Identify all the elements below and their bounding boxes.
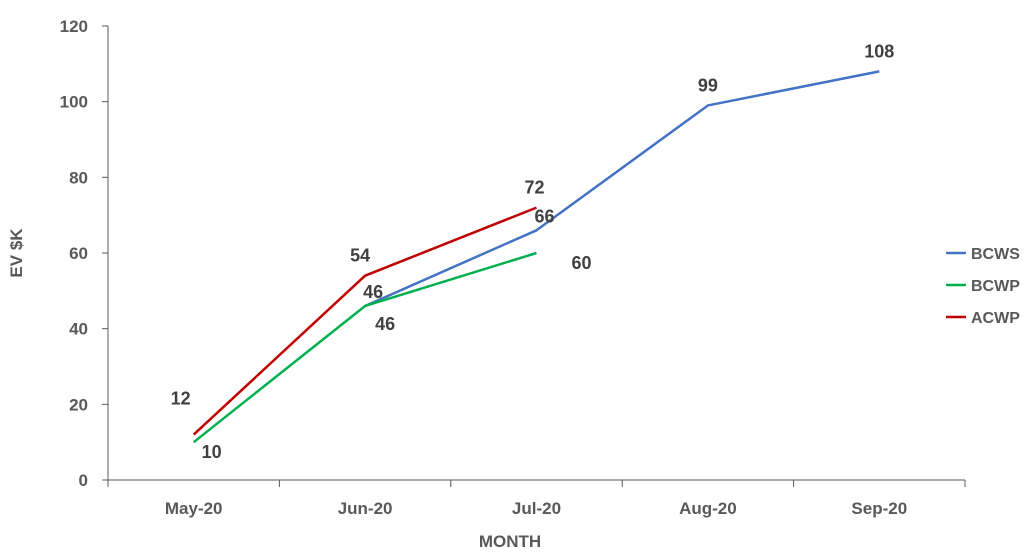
data-label-bcws: 66 [534,206,554,226]
series-lines [192,70,880,444]
y-tick-label: 60 [69,244,88,263]
series-line-bcwp [192,251,537,444]
y-tick-label: 20 [69,395,88,414]
data-label-acwp: 72 [524,178,544,198]
data-labels: 46 66 99 108 10 46 60 12 54 72 [171,41,895,462]
data-label-acwp: 54 [350,246,370,266]
y-tick-label: 40 [69,320,88,339]
y-tick-label: 120 [60,17,88,36]
legend-label-bcws: BCWS [971,246,1020,263]
data-label-bcws: 46 [363,282,383,302]
legend: BCWS BCWP ACWP [946,246,1020,327]
x-tick-label: Jun-20 [338,499,393,518]
data-label-bcwp: 46 [375,314,395,334]
series-line-acwp [192,206,537,436]
data-label-bcws: 99 [698,75,718,95]
data-label-acwp: 12 [171,389,191,409]
y-tick-label: 100 [60,93,88,112]
x-tick-label: Aug-20 [679,499,737,518]
x-tick-label: Jul-20 [512,499,561,518]
legend-label-bcwp: BCWP [971,278,1020,295]
data-label-bcwp: 60 [571,253,591,273]
y-tick-label: 80 [69,168,88,187]
data-label-bcws: 108 [864,41,894,61]
x-axis-title: MONTH [479,532,541,551]
x-axis-ticks: May-20 Jun-20 Jul-20 Aug-20 Sep-20 [107,480,966,518]
x-tick-label: May-20 [165,499,223,518]
y-axis-title: EV $K [7,228,26,278]
legend-label-acwp: ACWP [971,310,1020,327]
data-label-bcwp: 10 [202,442,222,462]
y-axis-ticks: 0 20 40 60 80 100 120 [60,17,108,490]
x-tick-label: Sep-20 [851,499,907,518]
y-tick-label: 0 [79,471,88,490]
series-line-bcws [364,70,880,308]
